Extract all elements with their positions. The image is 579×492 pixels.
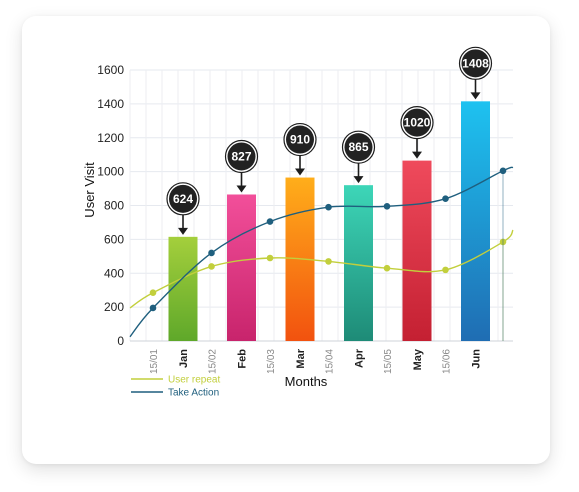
pin-bubble bbox=[461, 49, 490, 78]
y-tick-label: 1600 bbox=[97, 63, 124, 77]
take-action-point bbox=[499, 167, 507, 175]
data-label: 1020 bbox=[404, 116, 431, 130]
y-tick-label: 400 bbox=[104, 266, 124, 280]
y-tick-label: 600 bbox=[104, 232, 124, 246]
pin-bubble bbox=[169, 184, 197, 213]
value-pin: 624 bbox=[166, 182, 200, 235]
user-repeat-point bbox=[325, 258, 332, 265]
value-pin: 1408 bbox=[458, 46, 493, 100]
take-action-point bbox=[149, 304, 157, 312]
x-tick-labels: 15/01 Jan 15/02 Feb 15/03 Mar 15/04 Apr 15/05 May… bbox=[149, 348, 483, 374]
legend-label-take-action: Take Action bbox=[168, 388, 219, 399]
pin-bubble bbox=[286, 125, 314, 154]
x-month-label: May bbox=[412, 348, 424, 370]
series-lines bbox=[129, 166, 514, 341]
y-tick-label: 0 bbox=[117, 334, 124, 348]
value-pin: 865 bbox=[341, 130, 376, 184]
x-date-label: 15/05 bbox=[383, 349, 394, 374]
data-label: 827 bbox=[231, 149, 251, 163]
user-repeat-point bbox=[149, 289, 157, 297]
bars bbox=[168, 101, 490, 341]
pin-arrow bbox=[470, 92, 481, 100]
y-tick-labels: 0 200 400 600 800 1000 1200 1400 1600 bbox=[97, 63, 124, 348]
x-date-label: 15/04 bbox=[325, 349, 336, 374]
bar-may bbox=[402, 160, 432, 341]
x-month-label: Feb bbox=[237, 349, 249, 369]
take-action-point bbox=[208, 249, 215, 257]
data-label: 910 bbox=[290, 133, 310, 147]
x-date-label: 15/06 bbox=[442, 349, 453, 374]
pin-arrow bbox=[412, 151, 422, 159]
take-action-point bbox=[442, 195, 449, 203]
bar-feb bbox=[227, 194, 256, 341]
take-action-point bbox=[383, 203, 391, 210]
value-pin: 910 bbox=[283, 122, 317, 176]
value-pin: 827 bbox=[224, 139, 259, 193]
pin-bubble bbox=[403, 108, 431, 137]
x-date-label: 15/01 bbox=[149, 349, 160, 374]
y-tick-label: 1400 bbox=[97, 97, 124, 111]
y-axis-title: User Visit bbox=[82, 162, 97, 218]
take-action-point bbox=[325, 203, 332, 211]
x-month-label: Jun bbox=[471, 349, 483, 369]
x-month-label: Mar bbox=[295, 348, 307, 368]
x-axis-title: Months bbox=[285, 374, 328, 389]
bar-jun bbox=[461, 101, 490, 341]
pin-arrow bbox=[295, 168, 305, 176]
data-label: 1408 bbox=[462, 56, 489, 70]
pin-bubble bbox=[227, 142, 256, 171]
x-month-label: Apr bbox=[354, 348, 366, 368]
x-date-label: 15/03 bbox=[266, 349, 277, 374]
legend-label-user-repeat: User repeat bbox=[168, 375, 220, 386]
y-tick-label: 1000 bbox=[97, 165, 124, 179]
x-date-label: 15/02 bbox=[208, 349, 219, 374]
pin-arrow bbox=[353, 176, 364, 184]
user-repeat-point bbox=[383, 264, 391, 272]
data-label: 865 bbox=[348, 140, 368, 154]
pin-arrow bbox=[178, 227, 188, 235]
legend: User repeat Take Action bbox=[131, 375, 220, 399]
user-repeat-point bbox=[208, 263, 215, 270]
x-month-label: Jan bbox=[178, 349, 190, 368]
value-pins: 624 827 910 865 1020 1408 bbox=[166, 46, 493, 235]
user-repeat-point bbox=[442, 266, 449, 274]
y-tick-label: 200 bbox=[104, 300, 124, 314]
value-pin: 1020 bbox=[400, 106, 434, 159]
pin-bubble bbox=[344, 133, 373, 162]
data-label: 624 bbox=[173, 192, 193, 206]
pin-arrow bbox=[236, 185, 247, 193]
bar-jan bbox=[168, 236, 198, 341]
y-tick-label: 1200 bbox=[97, 131, 124, 145]
y-tick-label: 800 bbox=[104, 199, 124, 213]
take-action-point bbox=[266, 218, 274, 225]
user-repeat-point bbox=[266, 254, 274, 262]
